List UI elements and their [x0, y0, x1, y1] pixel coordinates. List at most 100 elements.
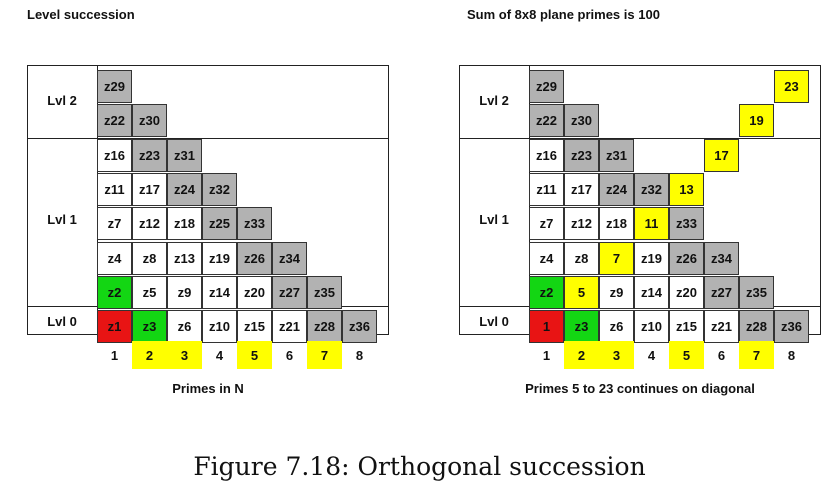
- grid-cell: z18: [599, 207, 634, 241]
- grid-cell: z35: [307, 275, 342, 309]
- grid-cell: z5: [132, 275, 167, 309]
- grid-cell: z36: [774, 310, 809, 344]
- x-axis-label: 1: [542, 347, 551, 363]
- grid-cell: z29: [97, 70, 132, 103]
- grid-cell: z14: [634, 275, 669, 309]
- grid-cell: z27: [704, 275, 739, 309]
- grid-cell: z32: [202, 172, 237, 206]
- x-axis-label: 6: [285, 347, 294, 363]
- grid-cell: z24: [599, 172, 634, 206]
- grid-cell: z1: [97, 310, 132, 344]
- grid-cell: z22: [97, 104, 132, 138]
- grid-cell: z10: [202, 310, 237, 344]
- grid-cell: z36: [342, 310, 377, 344]
- x-axis-label: 8: [787, 347, 796, 363]
- grid-cell: z27: [272, 275, 307, 309]
- x-axis-label: 2: [132, 341, 167, 369]
- grid-cell: z30: [564, 104, 599, 138]
- grid-cell: z13: [167, 241, 202, 275]
- grid-cell: 5: [564, 275, 599, 309]
- grid-cell: z23: [132, 138, 167, 172]
- grid-cell: z15: [669, 310, 704, 344]
- grid-cell: z7: [97, 207, 132, 241]
- grid-cell: z17: [564, 172, 599, 206]
- grid-cell: z8: [132, 241, 167, 275]
- grid-cell: z6: [599, 310, 634, 344]
- grid-cell: z32: [634, 172, 669, 206]
- grid-cell: z4: [97, 241, 132, 275]
- grid-cell: z19: [634, 241, 669, 275]
- grid-cell: z2: [529, 275, 564, 309]
- level-label-0: Lvl 0: [479, 314, 509, 329]
- grid-cell: z23: [564, 138, 599, 172]
- x-axis-label: 8: [355, 347, 364, 363]
- grid-cell: z8: [564, 241, 599, 275]
- x-axis-label: 6: [717, 347, 726, 363]
- grid: Lvl 2 Lvl 1 Lvl 0 z29 z22 z30 z16 z23 z31 z11 z…: [459, 65, 821, 344]
- level-label-1: Lvl 1: [479, 212, 509, 227]
- panel-prime-sum: Sum of 8x8 plane primes is 100 Lvl 2 Lvl…: [432, 0, 839, 430]
- grid-cell: z16: [97, 138, 132, 172]
- x-axis-label: 1: [110, 347, 119, 363]
- grid-cell: 13: [669, 172, 704, 206]
- level-label-1: Lvl 1: [47, 212, 77, 227]
- grid-cell: 11: [634, 207, 669, 241]
- grid-cell: z21: [272, 310, 307, 344]
- panel-caption: Primes 5 to 23 continues on diagonal: [525, 381, 755, 396]
- grid-cell: z25: [202, 207, 237, 241]
- grid-cell: z15: [237, 310, 272, 344]
- x-axis-label: 5: [237, 341, 272, 369]
- grid-cell: z9: [167, 275, 202, 309]
- x-axis-label: 2: [564, 341, 599, 369]
- grid-cell: z28: [307, 310, 342, 344]
- grid-cell: 7: [599, 241, 634, 275]
- panel-caption: Primes in N: [172, 381, 244, 396]
- grid-cell: z22: [529, 104, 564, 138]
- grid-cell: z26: [237, 241, 272, 275]
- grid-cell: 17: [704, 138, 739, 172]
- level-label-2: Lvl 2: [479, 93, 509, 108]
- grid-cell: z4: [529, 241, 564, 275]
- x-axis-label: 5: [669, 341, 704, 369]
- grid-cell: z31: [599, 138, 634, 172]
- grid-cell: z20: [669, 275, 704, 309]
- grid-cell: z11: [529, 172, 564, 206]
- grid-cell: z10: [634, 310, 669, 344]
- grid-cell: z29: [529, 70, 564, 103]
- grid-cell: z33: [237, 207, 272, 241]
- grid-cell: z7: [529, 207, 564, 241]
- x-axis-label: 7: [739, 341, 774, 369]
- grid-cell: 23: [774, 70, 809, 103]
- x-axis-label: 3: [599, 341, 634, 369]
- grid-cell: z31: [167, 138, 202, 172]
- level-divider: [459, 138, 821, 139]
- x-axis-label: 4: [647, 347, 656, 363]
- grid-cell: z30: [132, 104, 167, 138]
- grid-cell: z19: [202, 241, 237, 275]
- level-label-2: Lvl 2: [47, 93, 77, 108]
- grid-cell: z28: [739, 310, 774, 344]
- grid-cell: z20: [237, 275, 272, 309]
- panel-title: Sum of 8x8 plane primes is 100: [467, 7, 660, 22]
- grid-cell: 1: [529, 310, 564, 344]
- grid-cell: z9: [599, 275, 634, 309]
- grid-cell: z12: [564, 207, 599, 241]
- x-axis-label: 3: [167, 341, 202, 369]
- grid-cell: z33: [669, 207, 704, 241]
- grid-cell: z6: [167, 310, 202, 344]
- grid-cell: z3: [564, 310, 599, 344]
- x-axis-label: 7: [307, 341, 342, 369]
- panel-title: Level succession: [27, 7, 135, 22]
- grid-cell: z2: [97, 275, 132, 309]
- grid-cell: z12: [132, 207, 167, 241]
- grid: Lvl 2 Lvl 1 Lvl 0 z29 z22 z30 z16 z23 z31 z11 z…: [27, 65, 389, 344]
- figure-caption: Figure 7.18: Orthogonal succession: [193, 452, 646, 481]
- grid-cell: z3: [132, 310, 167, 344]
- level-label-0: Lvl 0: [47, 314, 77, 329]
- grid-cell: z14: [202, 275, 237, 309]
- panel-level-succession: Level succession Lvl 2 Lvl 1 Lvl 0 z29 z2…: [0, 0, 410, 430]
- grid-cell: z21: [704, 310, 739, 344]
- grid-cell: z26: [669, 241, 704, 275]
- grid-cell: z11: [97, 172, 132, 206]
- grid-cell: z16: [529, 138, 564, 172]
